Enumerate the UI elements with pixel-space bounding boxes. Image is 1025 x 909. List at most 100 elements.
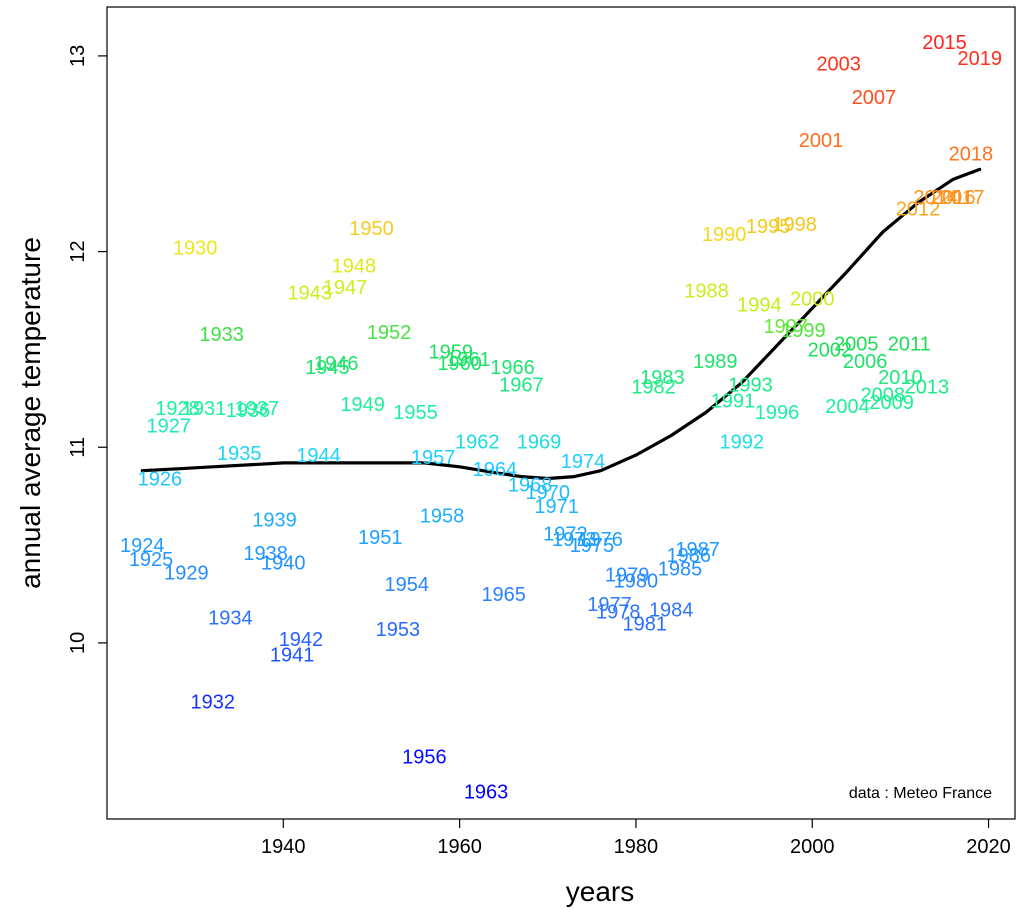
x-tick-label: 1940 — [261, 836, 306, 858]
data-point-year-1998: 1998 — [772, 214, 817, 236]
data-point-year-1934: 1934 — [208, 607, 253, 629]
data-point-year-1949: 1949 — [340, 394, 385, 416]
data-point-year-2004: 2004 — [825, 396, 870, 418]
data-point-year-1978: 1978 — [596, 602, 641, 624]
data-point-year-2003: 2003 — [816, 54, 861, 76]
data-point-year-1936: 1936 — [226, 400, 271, 422]
data-point-year-2017: 2017 — [940, 187, 985, 209]
data-point-year-1983: 1983 — [640, 367, 685, 389]
data-point-year-1963: 1963 — [464, 782, 509, 804]
data-point-year-1943: 1943 — [288, 283, 333, 305]
data-point-year-1986: 1986 — [667, 545, 712, 567]
data-point-year-2002: 2002 — [808, 339, 853, 361]
data-point-year-1953: 1953 — [376, 619, 421, 641]
data-point-year-2019: 2019 — [957, 48, 1002, 70]
trend-line — [140, 167, 982, 481]
data-point-year-1970: 1970 — [526, 482, 571, 504]
x-tick-label: 2020 — [966, 836, 1011, 858]
data-point-year-1984: 1984 — [649, 600, 694, 622]
axes: 1940 1960 1980 2000 2020 10 11 12 13 — [67, 45, 1011, 858]
data-point-year-1937: 1937 — [235, 398, 280, 420]
data-point-year-1979: 1979 — [605, 564, 650, 586]
data-point-year-1992: 1992 — [719, 431, 764, 453]
data-point-year-1961: 1961 — [446, 349, 491, 371]
data-point-year-1969: 1969 — [517, 431, 562, 453]
data-point-year-1958: 1958 — [420, 506, 465, 528]
data-point-year-1968: 1968 — [508, 474, 553, 496]
data-point-year-1942: 1942 — [279, 629, 324, 651]
data-point-year-1965: 1965 — [481, 584, 526, 606]
data-point-year-1987: 1987 — [675, 539, 720, 561]
data-point-year-2005: 2005 — [834, 334, 879, 356]
data-point-year-1966: 1966 — [490, 357, 535, 379]
data-point-year-1926: 1926 — [138, 469, 183, 491]
data-point-year-1933: 1933 — [199, 324, 244, 346]
data-point-year-1959: 1959 — [429, 341, 474, 363]
data-point-year-1977: 1977 — [587, 594, 632, 616]
data-point-year-1944: 1944 — [296, 445, 341, 467]
data-point-year-1932: 1932 — [191, 692, 236, 714]
data-point-year-2000: 2000 — [790, 289, 835, 311]
data-point-year-1939: 1939 — [252, 510, 297, 532]
data-point-year-1928: 1928 — [155, 398, 200, 420]
y-tick-label: 10 — [67, 632, 89, 654]
data-point-year-1991: 1991 — [711, 390, 756, 412]
data-point-year-1925: 1925 — [129, 549, 174, 571]
x-axis-label: years — [566, 876, 634, 907]
data-point-year-1954: 1954 — [384, 574, 429, 596]
data-point-year-1945: 1945 — [305, 357, 350, 379]
data-point-year-1980: 1980 — [614, 570, 659, 592]
y-axis-label: annual average temperature — [15, 237, 46, 589]
data-point-year-1981: 1981 — [622, 613, 667, 635]
data-point-year-1990: 1990 — [702, 224, 747, 246]
data-point-year-2015: 2015 — [922, 32, 967, 54]
y-tick-label: 12 — [67, 240, 89, 262]
data-point-year-1989: 1989 — [693, 351, 738, 373]
data-point-year-1948: 1948 — [332, 255, 377, 277]
y-tick-label: 13 — [67, 45, 89, 67]
data-point-year-2012: 2012 — [896, 199, 941, 221]
data-point-year-1930: 1930 — [173, 238, 218, 260]
data-point-year-1995: 1995 — [746, 216, 791, 238]
data-point-year-2013: 2013 — [905, 377, 950, 399]
data-point-year-1940: 1940 — [261, 553, 306, 575]
data-point-year-1988: 1988 — [684, 281, 729, 303]
data-point-year-1997: 1997 — [764, 316, 809, 338]
data-point-year-1931: 1931 — [182, 398, 227, 420]
data-point-year-1941: 1941 — [270, 645, 315, 667]
data-point-year-1962: 1962 — [455, 431, 500, 453]
data-point-year-2001: 2001 — [799, 130, 844, 152]
data-point-year-1955: 1955 — [393, 402, 438, 424]
data-point-year-1946: 1946 — [314, 353, 359, 375]
y-tick-label: 11 — [67, 437, 89, 458]
data-point-year-1960: 1960 — [437, 353, 482, 375]
data-point-year-1976: 1976 — [578, 529, 623, 551]
data-point-year-1967: 1967 — [499, 375, 544, 397]
data-point-year-2006: 2006 — [843, 351, 888, 373]
data-point-year-1994: 1994 — [737, 294, 782, 316]
x-tick-label: 1960 — [437, 836, 482, 858]
x-tick-label: 1980 — [614, 836, 659, 858]
data-point-year-1950: 1950 — [349, 218, 394, 240]
data-point-year-2014: 2014 — [913, 187, 958, 209]
data-point-year-2018: 2018 — [949, 144, 994, 166]
data-point-year-1952: 1952 — [367, 322, 412, 344]
data-point-year-1924: 1924 — [120, 535, 165, 557]
data-point-year-2010: 2010 — [878, 367, 923, 389]
data-point-year-1993: 1993 — [728, 375, 773, 397]
data-point-year-1971: 1971 — [534, 496, 579, 518]
data-point-year-1947: 1947 — [323, 277, 368, 299]
data-point-year-1964: 1964 — [473, 459, 518, 481]
data-point-year-1935: 1935 — [217, 443, 262, 465]
data-point-year-2016: 2016 — [931, 187, 976, 209]
data-point-year-1956: 1956 — [402, 746, 447, 768]
data-point-year-1999: 1999 — [781, 320, 826, 342]
data-point-year-1973: 1973 — [552, 529, 597, 551]
data-point-year-1951: 1951 — [358, 527, 403, 549]
data-point-year-1974: 1974 — [561, 451, 606, 473]
data-point-year-1975: 1975 — [570, 535, 615, 557]
data-point-year-2007: 2007 — [852, 87, 897, 109]
data-point-year-1957: 1957 — [411, 447, 456, 469]
